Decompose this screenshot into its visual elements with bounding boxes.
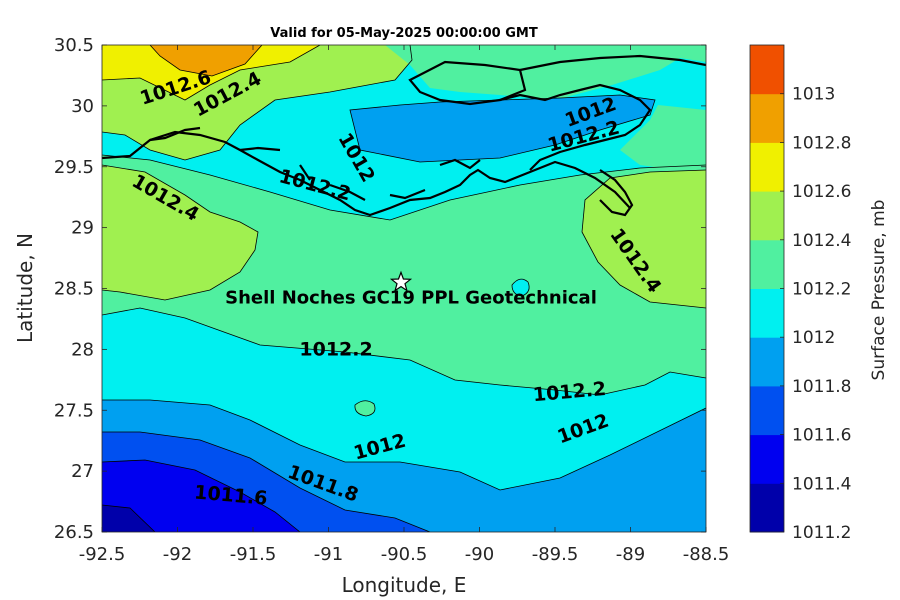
x-tick-label: -91 [314,544,343,565]
contour-label: 1012.2 [299,338,372,360]
x-tick-label: -91.5 [230,544,277,565]
star-icon [389,270,413,292]
colorbar-swatch [750,239,784,289]
colorbar-swatch [750,434,784,484]
colorbar-tick-label: 1012.8 [792,133,851,153]
contour-line [102,431,431,532]
coastline-gulf [102,130,631,217]
y-tick-label: 28.5 [54,279,94,300]
colorbar-tick-label: 1012.4 [792,231,851,251]
contour-line [102,154,706,221]
contour-line [354,400,376,417]
y-tick-label: 30 [71,96,94,117]
coastline-north-shore [519,54,706,72]
x-tick-label: -90.5 [381,544,428,565]
colorbar-tick-label: 1012.2 [792,280,851,300]
contour-line [149,45,263,77]
colorbar: 1011.2 1011.4 1011.6 1011.8 1012 1012.2 1012.4… [749,44,851,543]
contour-line [102,45,413,161]
x-axis: -92.5 -92 -91.5 -91 -90.5 -90 -89.5 -89 -88.5 [79,45,730,565]
band-1011-8-pocket [350,95,655,162]
colorbar-tick-label: 1011.6 [792,426,851,446]
contour-line [102,459,301,532]
band-1012-2-right-edge [620,105,706,170]
y-tick-label: 27 [71,461,94,482]
colorbar-tick-label: 1012 [792,328,835,348]
blob-1012-2 [354,400,375,416]
coastline-delta-east [599,169,634,217]
y-tick-label: 29 [71,218,94,239]
colorbar-tick-label: 1011.4 [792,474,851,494]
contour-line [511,278,530,297]
x-tick-label: -92 [163,544,192,565]
x-tick-label: -89 [616,544,645,565]
blob-1012 [512,279,530,296]
x-axis-label: Longitude, E [342,573,467,597]
y-axis-label: Latitude, N [13,233,37,343]
colorbar-swatch [750,337,784,387]
colorbar-tick-label: 1013 [792,85,835,105]
colorbar-label: Surface Pressure, mb [869,200,889,381]
x-tick-label: -88.5 [683,544,730,565]
band-1011-2 [102,505,155,532]
contour-fill-layer [102,45,706,532]
contour-line [102,45,321,101]
band-1012-2-central [102,155,706,395]
band-1011-4 [102,460,300,532]
contour-line [102,164,259,301]
colorbar-swatch [750,45,784,95]
y-tick-label: 30.5 [54,35,94,56]
band-1012-2-upper-right [385,45,706,100]
colorbar-tick-label: 1012.6 [792,182,851,202]
band-1012-4-right [582,170,706,308]
chart-title: Valid for 05-May-2025 00:00:00 GMT [270,26,538,41]
coastline-bays [149,126,481,201]
colorbar-tick-label: 1011.8 [792,377,851,397]
colorbar-swatch [750,483,784,533]
y-tick-label: 27.5 [54,400,94,421]
colorbar-swatch [750,191,784,241]
x-tick-label: -90 [465,544,494,565]
y-tick-label: 29.5 [54,157,94,178]
site-marker: Shell Noches GC19 PPL Geotechnical [225,270,597,308]
colorbar-swatch [750,93,784,143]
contour-line [102,399,706,491]
y-axis: 26.5 27 27.5 28 28.5 29 29.5 30 30.5 [54,35,706,543]
contour-line [102,307,706,396]
coastline [102,54,706,217]
contour-line [102,504,156,532]
coastline-delta [499,83,652,171]
x-tick-label: -92.5 [79,544,126,565]
contour-line [581,169,706,309]
site-label: Shell Noches GC19 PPL Geotechnical [225,287,597,308]
band-1012-4-left [102,165,258,300]
y-tick-label: 28 [71,339,94,360]
colorbar-swatch [750,142,784,192]
y-tick-label: 26.5 [54,522,94,543]
coastline-lake-pontchartrain [408,60,527,106]
contour-lines [102,45,706,532]
colorbar-swatch [750,385,784,436]
colorbar-tick-label: 1011.2 [792,523,851,543]
colorbar-swatch [750,288,784,338]
x-tick-label: -89.5 [532,544,579,565]
